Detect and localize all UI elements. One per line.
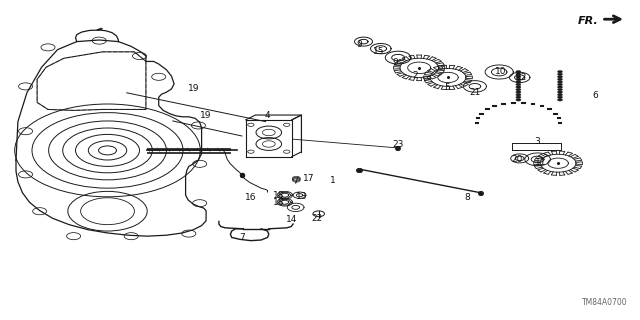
Circle shape [516,81,521,83]
Text: FR.: FR. [578,16,598,26]
Text: 6: 6 [593,92,598,100]
Circle shape [557,70,563,73]
Text: 11: 11 [535,158,547,167]
Circle shape [516,99,521,101]
Circle shape [557,83,563,86]
Text: 17: 17 [303,174,314,183]
Circle shape [557,81,563,83]
Text: 20: 20 [511,155,523,164]
Text: 2: 2 [412,71,417,80]
Text: 14: 14 [285,215,297,224]
Circle shape [557,88,563,91]
Circle shape [557,76,563,78]
Circle shape [516,91,521,93]
Circle shape [557,73,563,76]
Text: 21: 21 [469,88,481,97]
Text: 22: 22 [311,214,323,223]
Text: 9: 9 [357,40,362,49]
Circle shape [557,96,563,99]
Circle shape [516,76,521,78]
Circle shape [557,91,563,93]
Text: 7: 7 [239,233,244,242]
Circle shape [516,78,521,81]
Circle shape [516,93,521,96]
Circle shape [516,73,521,76]
Text: 19: 19 [188,84,199,93]
Text: 15: 15 [373,47,385,56]
Circle shape [516,96,521,99]
Text: 18: 18 [273,191,284,200]
Text: 18: 18 [273,198,284,207]
Circle shape [516,86,521,88]
Circle shape [516,83,521,86]
Circle shape [516,70,521,73]
Text: 19: 19 [200,111,212,120]
Circle shape [557,86,563,88]
Text: 1: 1 [330,176,335,185]
Text: 4: 4 [265,111,270,120]
Text: 8: 8 [465,193,470,202]
Text: 5: 5 [444,83,449,92]
Text: TM84A0700: TM84A0700 [582,298,627,307]
Text: 23: 23 [392,140,404,149]
Text: 3: 3 [535,137,540,146]
Text: 13: 13 [296,192,308,201]
Circle shape [557,99,563,101]
Circle shape [516,88,521,91]
Circle shape [557,93,563,96]
Text: 10: 10 [495,67,506,76]
Text: 12: 12 [516,73,527,82]
Text: 16: 16 [245,193,257,202]
Circle shape [557,78,563,81]
Text: 9: 9 [393,58,398,67]
